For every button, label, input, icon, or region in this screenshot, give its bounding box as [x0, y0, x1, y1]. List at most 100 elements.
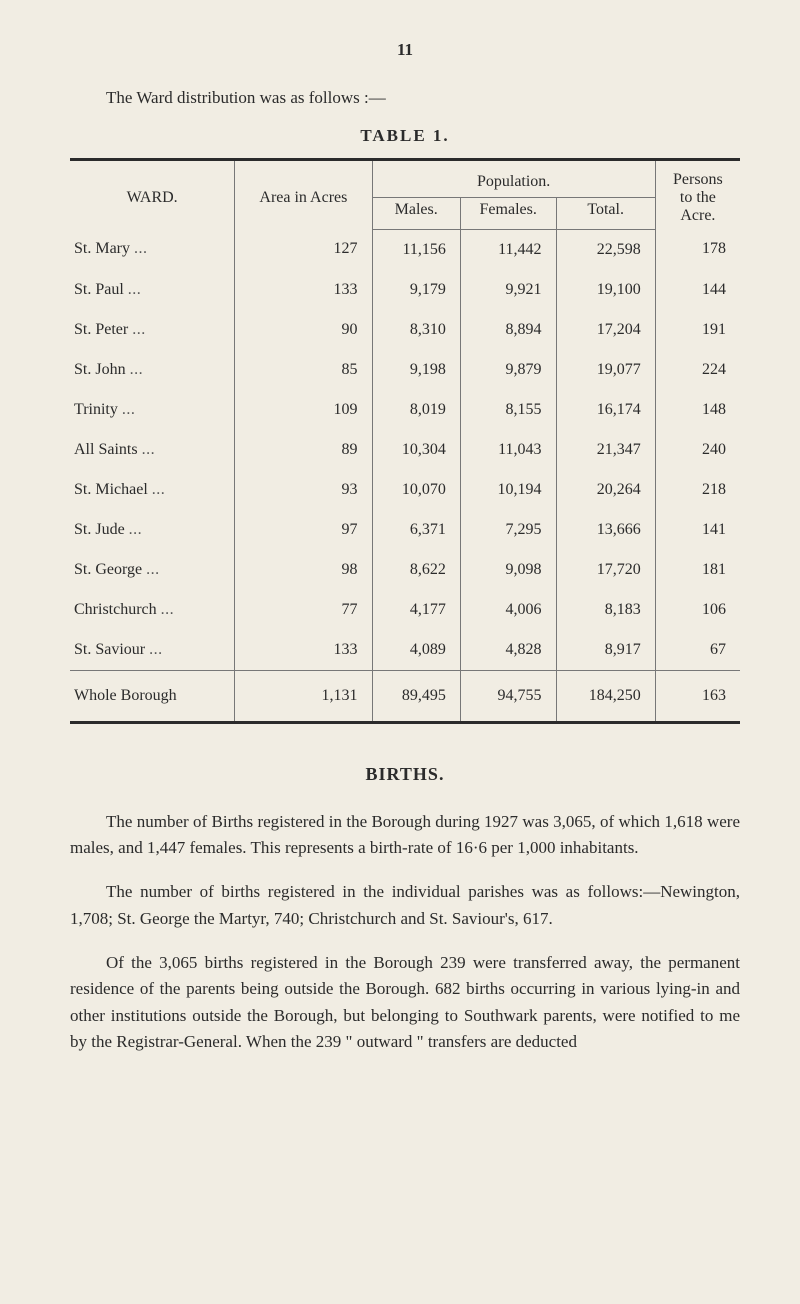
cell-ward: Christchurch ... — [70, 590, 235, 630]
cell-females: 9,921 — [460, 270, 556, 310]
header-ward: WARD. — [70, 160, 235, 230]
cell-males: 10,304 — [372, 430, 460, 470]
intro-text: The Ward distribution was as follows :— — [70, 88, 740, 108]
cell-total: 21,347 — [556, 430, 655, 470]
cell-per-acre: 224 — [655, 350, 740, 390]
cell-ward-total: Whole Borough — [70, 670, 235, 722]
cell-total: 17,204 — [556, 310, 655, 350]
leader-dots: ... — [128, 281, 142, 298]
cell-total: 8,917 — [556, 630, 655, 671]
cell-females: 8,155 — [460, 390, 556, 430]
cell-per-acre: 178 — [655, 229, 740, 270]
cell-area: 93 — [235, 470, 372, 510]
table-row: All Saints ...8910,30411,04321,347240 — [70, 430, 740, 470]
leader-dots: ... — [146, 561, 160, 578]
cell-per-acre: 144 — [655, 270, 740, 310]
cell-males: 10,070 — [372, 470, 460, 510]
cell-females: 7,295 — [460, 510, 556, 550]
cell-area: 85 — [235, 350, 372, 390]
cell-total: 16,174 — [556, 390, 655, 430]
cell-males-total: 89,495 — [372, 670, 460, 722]
cell-total-total: 184,250 — [556, 670, 655, 722]
table-row: St. Mary ...12711,15611,44222,598178 — [70, 229, 740, 270]
births-paragraph-3: Of the 3,065 births registered in the Bo… — [70, 950, 740, 1055]
cell-ward: St. John ... — [70, 350, 235, 390]
leader-dots: ... — [142, 441, 156, 458]
leader-dots: ... — [152, 481, 166, 498]
cell-ward: St. Mary ... — [70, 229, 235, 270]
table-row: St. Jude ...976,3717,29513,666141 — [70, 510, 740, 550]
cell-area: 133 — [235, 630, 372, 671]
cell-total: 19,077 — [556, 350, 655, 390]
leader-dots: ... — [161, 601, 175, 618]
header-population-group: Population. — [372, 160, 655, 198]
header-persons-per-acre: Persons to the Acre. — [655, 160, 740, 230]
leader-dots: ... — [122, 401, 136, 418]
cell-females: 10,194 — [460, 470, 556, 510]
cell-ward: St. Jude ... — [70, 510, 235, 550]
cell-females: 11,043 — [460, 430, 556, 470]
cell-males: 8,622 — [372, 550, 460, 590]
table-row: St. John ...859,1989,87919,077224 — [70, 350, 740, 390]
cell-per-acre: 181 — [655, 550, 740, 590]
cell-per-acre: 106 — [655, 590, 740, 630]
leader-dots: ... — [134, 240, 148, 257]
leader-dots: ... — [130, 361, 144, 378]
header-females: Females. — [460, 197, 556, 229]
cell-area-total: 1,131 — [235, 670, 372, 722]
cell-males: 8,019 — [372, 390, 460, 430]
cell-total: 20,264 — [556, 470, 655, 510]
header-area: Area in Acres — [235, 160, 372, 230]
cell-ward: St. Paul ... — [70, 270, 235, 310]
cell-females: 8,894 — [460, 310, 556, 350]
cell-per-acre: 148 — [655, 390, 740, 430]
cell-area: 98 — [235, 550, 372, 590]
document-page: 11 The Ward distribution was as follows … — [0, 0, 800, 1113]
cell-ward: St. Michael ... — [70, 470, 235, 510]
leader-dots: ... — [149, 641, 163, 658]
header-males: Males. — [372, 197, 460, 229]
cell-total: 17,720 — [556, 550, 655, 590]
cell-females: 4,828 — [460, 630, 556, 671]
cell-area: 109 — [235, 390, 372, 430]
cell-males: 9,198 — [372, 350, 460, 390]
header-persons-line2: to the — [680, 189, 716, 206]
header-total: Total. — [556, 197, 655, 229]
cell-females: 4,006 — [460, 590, 556, 630]
cell-area: 127 — [235, 229, 372, 270]
table-row: St. Paul ...1339,1799,92119,100144 — [70, 270, 740, 310]
cell-per-acre-total: 163 — [655, 670, 740, 722]
cell-males: 9,179 — [372, 270, 460, 310]
births-paragraph-2: The number of births registered in the i… — [70, 879, 740, 932]
cell-area: 97 — [235, 510, 372, 550]
ward-distribution-table: WARD. Area in Acres Population. Persons … — [70, 158, 740, 724]
cell-per-acre: 191 — [655, 310, 740, 350]
cell-males: 4,177 — [372, 590, 460, 630]
cell-ward: St. Saviour ... — [70, 630, 235, 671]
table-row: St. George ...988,6229,09817,720181 — [70, 550, 740, 590]
cell-area: 133 — [235, 270, 372, 310]
births-heading: BIRTHS. — [70, 764, 740, 785]
cell-males: 8,310 — [372, 310, 460, 350]
cell-males: 4,089 — [372, 630, 460, 671]
leader-dots: ... — [129, 521, 143, 538]
table-row: Trinity ...1098,0198,15516,174148 — [70, 390, 740, 430]
table-row: Christchurch ...774,1774,0068,183106 — [70, 590, 740, 630]
table-row: St. Michael ...9310,07010,19420,264218 — [70, 470, 740, 510]
page-number: 11 — [70, 40, 740, 60]
cell-area: 90 — [235, 310, 372, 350]
cell-per-acre: 141 — [655, 510, 740, 550]
cell-females: 9,098 — [460, 550, 556, 590]
leader-dots: ... — [132, 321, 146, 338]
table-body: St. Mary ...12711,15611,44222,598178St. … — [70, 229, 740, 722]
table-row: St. Saviour ...1334,0894,8288,91767 — [70, 630, 740, 671]
cell-ward: St. Peter ... — [70, 310, 235, 350]
cell-total: 19,100 — [556, 270, 655, 310]
cell-total: 8,183 — [556, 590, 655, 630]
cell-per-acre: 67 — [655, 630, 740, 671]
cell-total: 13,666 — [556, 510, 655, 550]
cell-females-total: 94,755 — [460, 670, 556, 722]
cell-females: 9,879 — [460, 350, 556, 390]
births-paragraph-1: The number of Births registered in the B… — [70, 809, 740, 862]
cell-area: 77 — [235, 590, 372, 630]
